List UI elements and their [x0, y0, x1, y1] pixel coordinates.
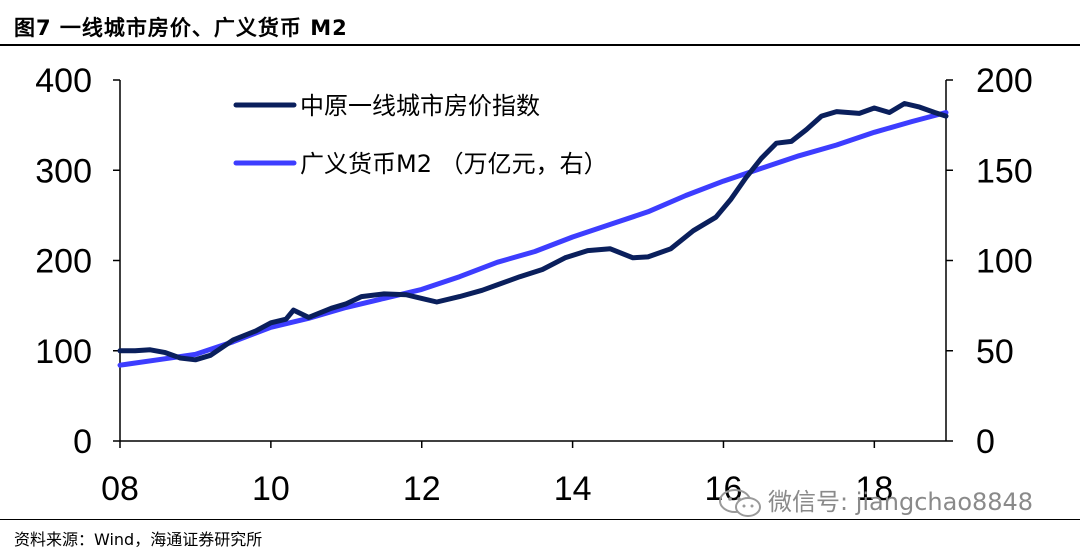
x-tick-label: 14 — [554, 470, 592, 508]
left-tick-label: 200 — [35, 243, 92, 281]
left-tick-label: 400 — [35, 62, 92, 100]
watermark-text: 微信号: jiangchao8848 — [768, 488, 1034, 516]
top-rule — [0, 44, 1080, 46]
legend-label: 中原一线城市房价指数 — [300, 92, 540, 120]
right-tick-label: 200 — [976, 62, 1033, 100]
legend-label: 广义货币M2 （万亿元，右） — [300, 150, 608, 178]
x-tick-label: 16 — [705, 470, 743, 508]
right-tick-label: 50 — [976, 333, 1014, 371]
x-tick-label: 12 — [403, 470, 441, 508]
x-tick-label: 08 — [101, 470, 139, 508]
x-tick-label: 10 — [252, 470, 290, 508]
wechat-icon — [719, 489, 761, 517]
chart-lines — [117, 101, 949, 368]
right-tick-label: 100 — [976, 243, 1033, 281]
chart-axes: 0 100 200 300 400 0 50 100 150 200 08 10 12 14 16 18 — [35, 62, 1032, 508]
figure-title: 图7 一线城市房价、广义货币 M2 — [14, 16, 348, 40]
right-tick-label: 0 — [976, 423, 995, 461]
series-line-housing-price — [117, 101, 949, 363]
left-tick-label: 300 — [35, 152, 92, 190]
bottom-rule — [0, 519, 1080, 520]
right-tick-label: 150 — [976, 152, 1033, 190]
left-tick-label: 100 — [35, 333, 92, 371]
left-tick-label: 0 — [73, 423, 92, 461]
watermark: 微信号: jiangchao8848 — [718, 482, 1033, 518]
x-tick-label: 18 — [855, 470, 893, 508]
source-note: 资料来源：Wind，海通证券研究所 — [14, 530, 263, 549]
